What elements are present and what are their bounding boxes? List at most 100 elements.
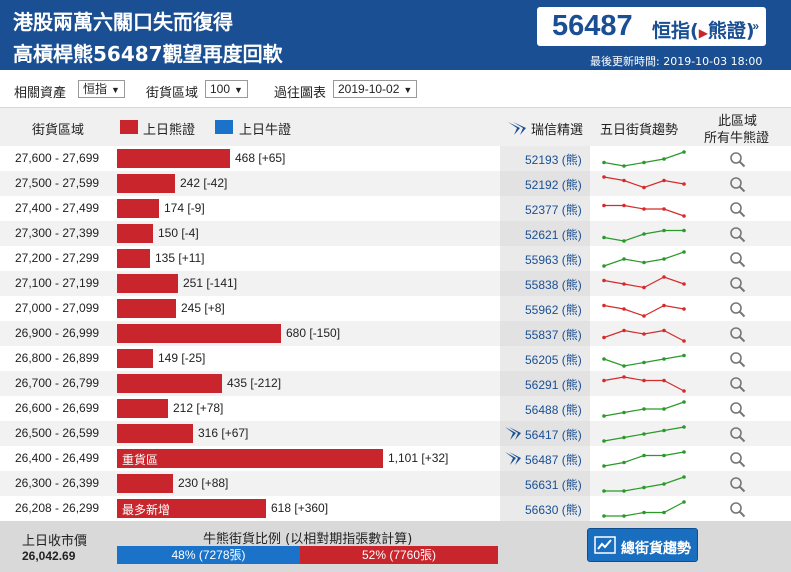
range-cell: 26,700 - 26,799	[15, 376, 100, 390]
zone-label: 街貨區域	[146, 86, 199, 101]
table-header: 街貨區域 上日熊證 上日牛證 瑞信精選 五日街貨趨勢 此區域 所有牛熊證	[0, 108, 791, 146]
warrant-code-link[interactable]: 56291 (熊)	[525, 378, 582, 392]
sparkline-point	[642, 207, 646, 211]
zone-select[interactable]: 100 ▼	[205, 80, 248, 98]
warrant-code-link[interactable]: 55963 (熊)	[525, 253, 582, 267]
sparkline-point	[622, 364, 626, 368]
pick-cell: 52621 (熊)	[500, 221, 590, 246]
ticker-label: 恒指(▶熊證)	[652, 16, 755, 43]
five-day-trend-sparkline	[602, 328, 686, 343]
warrant-code-link[interactable]: 56417 (熊)	[525, 428, 582, 442]
summary-footer: 上日收市價 26,042.69 牛熊街貨比例 (以相對期指張數計算) 48% (…	[0, 521, 791, 572]
bar-tag: 最多新增	[122, 503, 171, 517]
bar-value-label: 242 [-42]	[180, 176, 228, 190]
warrant-code-link[interactable]: 56488 (熊)	[525, 403, 582, 417]
pick-cell: 56205 (熊)	[500, 346, 590, 371]
sparkline-point	[602, 357, 606, 361]
warrant-code-link[interactable]: 52193 (熊)	[525, 153, 582, 167]
pick-cell: 55837 (熊)	[500, 321, 590, 346]
total-trend-button[interactable]: 總街貨趨勢	[587, 528, 698, 562]
bar-value-label: 468 [+65]	[235, 151, 286, 165]
sparkline-point	[642, 360, 646, 365]
table-row: 26,400 - 26,499 重貨區 1,101 [+32] 56487 (熊)	[0, 446, 791, 471]
warrant-code-link[interactable]: 55962 (熊)	[525, 303, 582, 317]
table-row: 26,300 - 26,399 230 [+88] 56631 (熊)	[0, 471, 791, 496]
sparkline-point	[602, 464, 606, 468]
search-icon[interactable]	[729, 326, 746, 343]
table-row: 27,300 - 27,399 150 [-4] 52621 (熊)	[0, 221, 791, 246]
sparkline-point	[642, 332, 646, 336]
search-icon[interactable]	[729, 351, 746, 368]
search-icon[interactable]	[729, 276, 746, 293]
sparkline-point	[642, 378, 646, 383]
bear-volume-bar	[117, 199, 159, 218]
warrant-code-link[interactable]: 56630 (熊)	[525, 503, 582, 517]
warrant-code-link[interactable]: 55838 (熊)	[525, 278, 582, 292]
sparkline-point	[662, 178, 666, 183]
sparkline-point	[602, 489, 606, 493]
sparkline-point	[602, 303, 606, 308]
zone-select-value: 100	[210, 82, 231, 96]
bear-volume-bar: 重貨區	[117, 449, 383, 468]
sparkline-point	[622, 435, 626, 440]
bar-value-label: 251 [-141]	[183, 276, 238, 290]
five-day-trend-sparkline	[602, 175, 686, 190]
asset-select[interactable]: 恒指 ▼	[78, 80, 125, 98]
five-day-trend-sparkline	[602, 150, 686, 168]
range-cell: 27,200 - 27,299	[15, 251, 100, 265]
double-chevron-right-icon[interactable]: »	[752, 19, 759, 33]
search-icon[interactable]	[729, 426, 746, 443]
range-cell: 26,900 - 26,999	[15, 326, 100, 340]
history-select[interactable]: 2019-10-02 ▼	[333, 80, 418, 98]
sparkline-point	[602, 203, 606, 208]
sparkline-point	[622, 239, 626, 243]
sparkline-point	[622, 282, 626, 286]
search-icon[interactable]	[729, 251, 746, 268]
sparkline-point	[662, 357, 666, 361]
caret-down-icon: ▼	[403, 85, 413, 95]
range-cell: 26,600 - 26,699	[15, 401, 100, 415]
bar-value-label: 316 [+67]	[198, 426, 249, 440]
warrant-code-link[interactable]: 56487 (熊)	[525, 453, 582, 467]
warrant-code-link[interactable]: 52377 (熊)	[525, 203, 582, 217]
ratio-title: 牛熊街貨比例 (以相對期指張數計算)	[203, 532, 413, 547]
search-icon[interactable]	[729, 301, 746, 318]
warrant-code-link[interactable]: 56631 (熊)	[525, 478, 582, 492]
bear-volume-bar	[117, 424, 193, 443]
five-day-trend-sparkline	[602, 475, 686, 493]
bear-volume-bar	[117, 149, 230, 168]
search-icon[interactable]	[729, 201, 746, 218]
sparkline-point	[622, 460, 626, 465]
search-icon[interactable]	[729, 401, 746, 418]
sparkline-point	[602, 278, 606, 283]
search-icon[interactable]	[729, 176, 746, 193]
search-icon[interactable]	[729, 501, 746, 518]
sparkline-point	[662, 303, 666, 308]
table-row: 27,100 - 27,199 251 [-141] 55838 (熊)	[0, 271, 791, 296]
bar-value-label: 174 [-9]	[164, 201, 205, 215]
sparkline-point	[602, 414, 606, 418]
pick-cell: 56487 (熊)	[500, 446, 590, 471]
ubs-logo-icon	[505, 452, 521, 465]
warrant-code-link[interactable]: 55837 (熊)	[525, 328, 582, 342]
search-icon[interactable]	[729, 226, 746, 243]
sparkline-point	[602, 439, 606, 443]
warrant-code-link[interactable]: 56205 (熊)	[525, 353, 582, 367]
pick-cell: 56291 (熊)	[500, 371, 590, 396]
warrant-code-link[interactable]: 52192 (熊)	[525, 178, 582, 192]
search-icon[interactable]	[729, 151, 746, 168]
five-day-trend-sparkline	[602, 353, 686, 368]
warrant-code-link[interactable]: 52621 (熊)	[525, 228, 582, 242]
search-icon[interactable]	[729, 451, 746, 468]
sparkline-point	[602, 235, 606, 240]
bar-tag: 重貨區	[122, 453, 159, 467]
search-icon[interactable]	[729, 376, 746, 393]
table-row: 27,000 - 27,099 245 [+8] 55962 (熊)	[0, 296, 791, 321]
trend-column-header: 五日街貨趨勢	[600, 123, 679, 138]
search-icon[interactable]	[729, 476, 746, 493]
bear-legend-label: 上日熊證	[143, 123, 196, 138]
sparkline-point	[622, 410, 626, 415]
ticker-box[interactable]: 56487 恒指(▶熊證) »	[537, 7, 766, 46]
table-row: 27,400 - 27,499 174 [-9] 52377 (熊)	[0, 196, 791, 221]
sparkline-point	[642, 432, 646, 436]
